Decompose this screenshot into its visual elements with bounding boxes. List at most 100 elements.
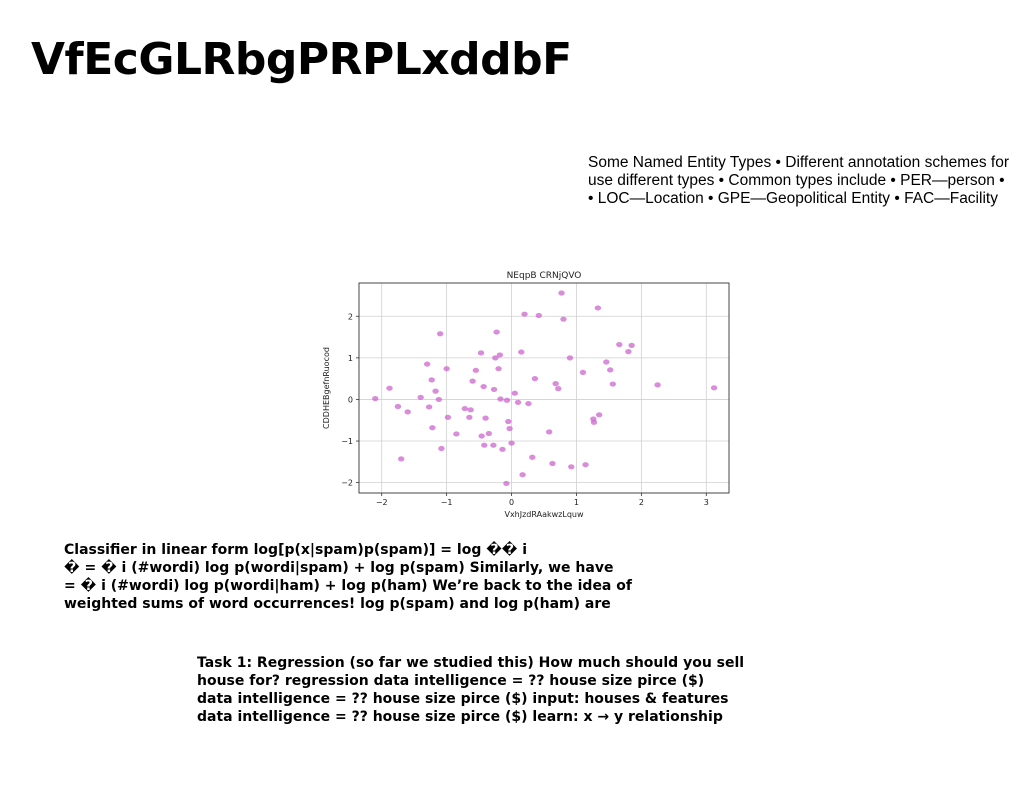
text-line: Some Named Entity Types • Different anno… xyxy=(588,154,1009,171)
data-point xyxy=(654,382,661,388)
data-point xyxy=(492,355,499,361)
data-point xyxy=(505,418,512,425)
text-line: house for? regression data intelligence … xyxy=(197,673,705,689)
data-point xyxy=(545,429,553,435)
data-point xyxy=(438,445,445,452)
data-point xyxy=(560,316,567,322)
data-point xyxy=(372,396,379,402)
chart-title: NEqpB CRNjQVO xyxy=(507,271,582,281)
data-point xyxy=(582,462,589,468)
data-point xyxy=(710,385,718,391)
data-point xyxy=(404,409,411,415)
x-axis-label: VxhJzdRAakwzLquw xyxy=(504,510,584,519)
data-point xyxy=(568,464,575,470)
data-point xyxy=(609,381,617,387)
data-point xyxy=(472,367,480,373)
text-line: Task 1: Regression (so far we studied th… xyxy=(197,655,745,671)
named-entity-text: Some Named Entity Types • Different anno… xyxy=(588,154,1024,208)
data-point xyxy=(490,442,497,448)
data-point xyxy=(432,388,439,394)
data-point xyxy=(496,352,504,358)
data-point xyxy=(429,425,436,431)
data-point xyxy=(594,305,602,311)
x-tick-label: −1 xyxy=(441,498,453,507)
data-point xyxy=(503,480,510,487)
x-tick-label: −2 xyxy=(376,498,388,507)
data-point xyxy=(497,396,504,402)
y-tick-label: −1 xyxy=(341,437,353,446)
y-tick-label: −2 xyxy=(341,479,353,488)
data-point xyxy=(628,342,635,348)
data-point xyxy=(453,431,460,437)
data-point xyxy=(417,394,424,400)
data-point xyxy=(423,361,431,367)
data-point xyxy=(467,407,474,413)
data-point xyxy=(394,403,402,410)
data-point xyxy=(625,349,632,355)
x-tick-label: 1 xyxy=(574,498,579,507)
data-point xyxy=(499,446,506,452)
regression-paragraph: Task 1: Regression (so far we studied th… xyxy=(197,654,744,726)
data-point xyxy=(485,430,493,437)
data-point xyxy=(386,385,393,391)
data-point xyxy=(566,355,574,361)
data-point xyxy=(443,366,450,372)
data-point xyxy=(481,442,488,448)
data-point xyxy=(428,377,435,383)
data-point xyxy=(519,472,526,478)
text-line: • LOC—Location • GPE—Geopolitical Entity… xyxy=(588,190,998,207)
y-tick-label: 2 xyxy=(348,312,353,321)
data-point xyxy=(480,383,487,390)
data-point xyxy=(616,341,623,348)
data-point xyxy=(508,440,515,446)
data-point xyxy=(493,329,500,335)
y-tick-label: 1 xyxy=(348,354,353,363)
text-line: � = � i (#wordi) log p(wordi|spam) + log… xyxy=(64,560,614,576)
data-point xyxy=(603,359,610,365)
data-point xyxy=(518,349,525,355)
data-point xyxy=(558,290,565,296)
data-point xyxy=(590,419,598,425)
x-tick-label: 3 xyxy=(704,498,709,507)
data-point xyxy=(435,396,443,403)
data-point xyxy=(511,390,518,396)
y-tick-label: 0 xyxy=(348,395,353,404)
page-title: VfEcGLRbgPRPLxddbF xyxy=(31,34,572,85)
data-point xyxy=(478,433,485,439)
data-point xyxy=(607,367,614,373)
data-point xyxy=(525,400,532,407)
data-point xyxy=(466,414,473,420)
data-point xyxy=(579,369,587,376)
scatter-chart: −2 −1 0 1 2 3 −2 −1 0 1 2 NEqpB CRNjQVO VxhJzdRAakwz… xyxy=(320,266,740,526)
text-line: = � i (#wordi) log p(wordi|ham) + log p(… xyxy=(64,578,632,594)
x-tick-label: 2 xyxy=(639,498,644,507)
data-point xyxy=(469,378,476,384)
text-line: use different types • Common types inclu… xyxy=(588,172,1005,189)
data-point xyxy=(461,405,469,412)
data-point xyxy=(555,386,562,392)
x-tick-label: 0 xyxy=(509,498,514,507)
data-point xyxy=(477,350,485,356)
plot-frame xyxy=(358,282,730,494)
scatter-plot-svg: −2 −1 0 1 2 3 −2 −1 0 1 2 NEqpB CRNjQVO VxhJzdRAakwz… xyxy=(322,271,730,519)
data-point xyxy=(531,376,539,382)
data-point xyxy=(503,397,511,403)
y-axis-label: CDDHEBgefnRuocod xyxy=(322,347,331,429)
data-point xyxy=(514,399,522,405)
data-point xyxy=(595,412,603,418)
text-line: data intelligence = ?? house size pirce … xyxy=(197,709,723,725)
classifier-paragraph: Classifier in linear form log[p(x|spam)p… xyxy=(64,541,632,613)
data-point xyxy=(490,386,498,393)
data-point xyxy=(436,331,444,337)
data-point xyxy=(549,460,556,467)
data-point xyxy=(444,414,452,420)
data-point xyxy=(482,415,489,421)
data-point xyxy=(552,381,559,387)
text-line: Classifier in linear form log[p(x|spam)p… xyxy=(64,542,528,558)
data-point xyxy=(397,456,405,462)
data-point xyxy=(529,454,536,460)
data-point xyxy=(521,311,528,317)
data-point xyxy=(535,312,543,319)
data-point xyxy=(495,366,502,372)
data-point xyxy=(425,404,433,410)
